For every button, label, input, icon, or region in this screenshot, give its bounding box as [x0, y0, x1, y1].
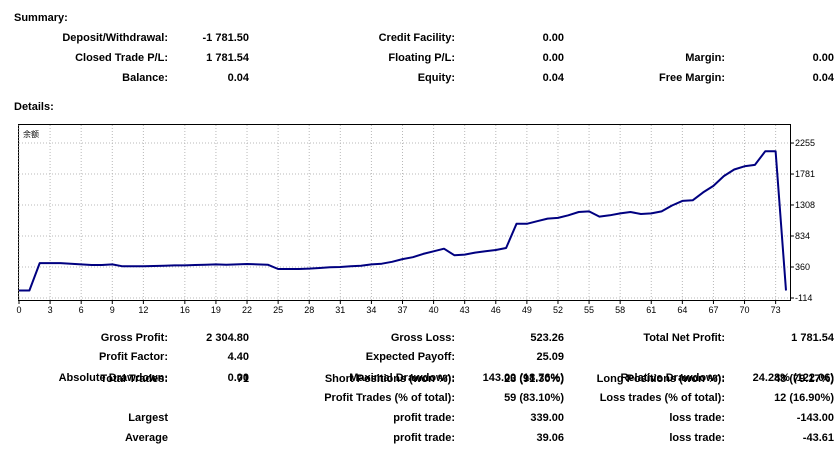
balance-line — [19, 150, 787, 292]
average-profit-value: 39.06 — [536, 432, 564, 444]
x-tick-label: 43 — [460, 305, 470, 315]
gross-loss-label: Gross Loss: — [390, 332, 455, 344]
average-loss-label: loss trade: — [669, 432, 725, 444]
chart-ticks: 2255 1781 1308 834 360 -114 0 3 6 9 12 16 19 22 25 28 31… — [16, 138, 815, 315]
profit-trades-label: Profit Trades (% of total): — [324, 392, 455, 404]
free-margin-value: 0.04 — [812, 72, 834, 84]
floating-pl-label: Floating P/L: — [388, 52, 455, 64]
total-net-profit-value: 1 781.54 — [791, 332, 834, 344]
expected-payoff-value: 25.09 — [536, 351, 564, 363]
x-tick-label: 16 — [180, 305, 190, 315]
largest-profit-value: 339.00 — [530, 412, 564, 424]
y-tick-label: 834 — [795, 231, 810, 241]
x-tick-label: 22 — [242, 305, 252, 315]
floating-pl-value: 0.00 — [542, 52, 564, 64]
x-tick-label: 37 — [397, 305, 407, 315]
short-positions-label: Short Positions (won %): — [324, 373, 455, 385]
equity-label: Equity: — [417, 72, 455, 84]
x-tick-label: 67 — [708, 305, 718, 315]
x-tick-label: 73 — [771, 305, 781, 315]
x-tick-label: 19 — [211, 305, 221, 315]
y-tick-label: 360 — [795, 262, 810, 272]
short-positions-value: 23 (91.30%) — [504, 373, 564, 385]
relative-drawdown-label: Relative Drawdown: — [620, 372, 725, 384]
absolute-drawdown-value: 0.00 — [227, 372, 249, 384]
x-tick-label: 0 — [16, 305, 21, 315]
x-tick-label: 31 — [335, 305, 345, 315]
average-label: Average — [124, 432, 168, 444]
deposit-withdrawal-label: Deposit/Withdrawal: — [62, 32, 168, 44]
x-tick-label: 52 — [553, 305, 563, 315]
closed-trade-pl-value: 1 781.54 — [206, 52, 249, 64]
details-title: Details: — [14, 101, 54, 113]
profit-factor-value: 4.40 — [227, 351, 249, 363]
x-tick-label: 49 — [522, 305, 532, 315]
largest-loss-value: -143.00 — [796, 412, 834, 424]
maximal-drawdown-value: 143.00 (18.76%) — [482, 372, 564, 384]
x-tick-label: 12 — [138, 305, 148, 315]
closed-trade-pl-label: Closed Trade P/L: — [75, 52, 168, 64]
x-tick-label: 28 — [304, 305, 314, 315]
maximal-drawdown-label: Maximal Drawdown: — [349, 372, 455, 384]
x-tick-label: 58 — [615, 305, 625, 315]
y-tick-label: 2255 — [795, 138, 815, 148]
x-tick-label: 46 — [491, 305, 501, 315]
deposit-withdrawal-value: -1 781.50 — [202, 32, 249, 44]
largest-label: Largest — [128, 412, 168, 424]
x-tick-label: 64 — [677, 305, 687, 315]
y-tick-label: -114 — [795, 293, 812, 303]
credit-facility-label: Credit Facility: — [378, 32, 455, 44]
x-tick-label: 40 — [429, 305, 439, 315]
balance-value: 0.04 — [227, 72, 249, 84]
y-tick-label: 1781 — [795, 169, 815, 179]
long-positions-label: Long Positions (won %): — [596, 373, 725, 385]
profit-factor-label: Profit Factor: — [98, 351, 168, 363]
free-margin-label: Free Margin: — [658, 72, 725, 84]
equity-value: 0.04 — [542, 72, 564, 84]
gross-profit-value: 2 304.80 — [206, 332, 249, 344]
x-tick-label: 9 — [110, 305, 115, 315]
expected-payoff-label: Expected Payoff: — [365, 351, 455, 363]
absolute-drawdown-label: Absolute Drawdown: — [58, 372, 168, 384]
largest-loss-label: loss trade: — [669, 412, 725, 424]
x-tick-label: 61 — [646, 305, 656, 315]
x-tick-label: 6 — [79, 305, 84, 315]
x-tick-label: 55 — [584, 305, 594, 315]
profit-trades-value: 59 (83.10%) — [504, 392, 564, 404]
long-positions-value: 48 (79.17%) — [774, 373, 834, 385]
balance-label: Balance: — [122, 72, 168, 84]
loss-trades-label: Loss trades (% of total): — [599, 392, 725, 404]
total-trades-label: Total Trades: — [100, 373, 168, 385]
chart-title: 余额 — [23, 129, 39, 139]
summary-title: Summary: — [14, 12, 68, 24]
relative-drawdown-value: 24.28% (122.06) — [752, 372, 834, 384]
margin-label: Margin: — [685, 52, 725, 64]
x-tick-label: 70 — [740, 305, 750, 315]
total-net-profit-label: Total Net Profit: — [643, 332, 725, 344]
chart-frame — [18, 124, 791, 301]
x-tick-label: 25 — [273, 305, 283, 315]
loss-trades-value: 12 (16.90%) — [774, 392, 834, 404]
largest-profit-label: profit trade: — [393, 412, 455, 424]
gross-loss-value: 523.26 — [530, 332, 564, 344]
x-tick-label: 34 — [366, 305, 376, 315]
gross-profit-label: Gross Profit: — [100, 332, 168, 344]
x-tick-label: 3 — [48, 305, 53, 315]
margin-value: 0.00 — [812, 52, 834, 64]
chart-grid — [18, 125, 790, 300]
y-tick-label: 1308 — [795, 200, 815, 210]
average-loss-value: -43.61 — [802, 432, 834, 444]
credit-facility-value: 0.00 — [542, 32, 564, 44]
total-trades-value: 71 — [236, 373, 249, 385]
average-profit-label: profit trade: — [393, 432, 455, 444]
